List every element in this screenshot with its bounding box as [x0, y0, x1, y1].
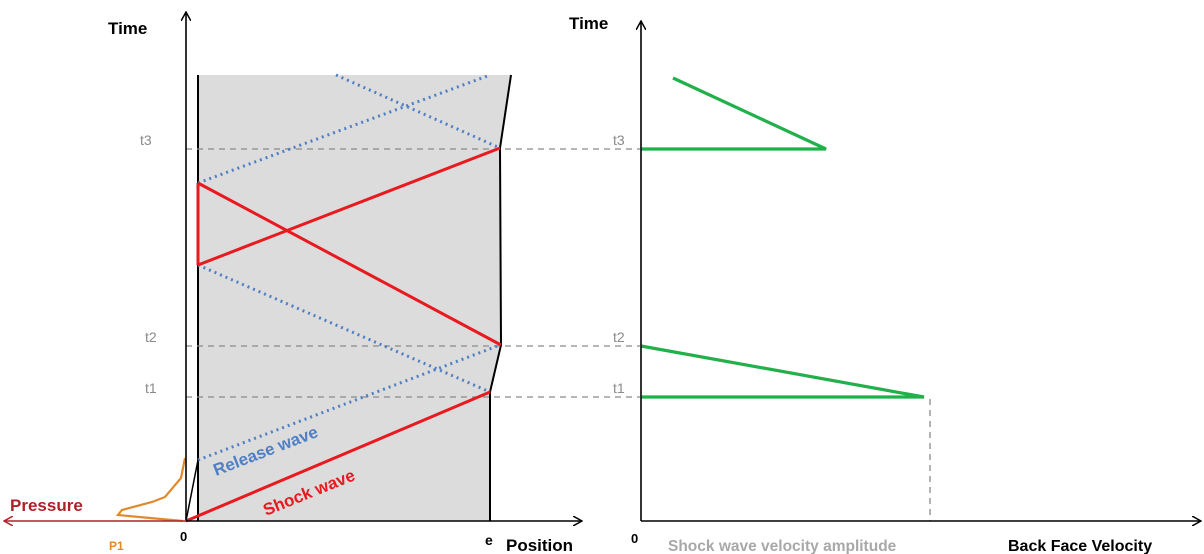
t1-label-left: t1	[145, 380, 157, 396]
t3-label-right: t3	[613, 132, 625, 148]
velocity-axis-label: Back Face Velocity	[1008, 538, 1152, 554]
sample-region	[198, 75, 511, 521]
position-axis-label: Position	[506, 536, 573, 554]
t3-label-left: t3	[140, 132, 152, 148]
velocity-profile	[640, 76, 925, 399]
pulse-label: P1	[109, 539, 124, 553]
t2-label-right: t2	[613, 329, 625, 345]
origin-label-right: 0	[631, 531, 638, 546]
release-wave-3	[197, 73, 491, 185]
shock-waves	[185, 146, 502, 523]
velocity-segment-t1-t2	[640, 344, 925, 399]
shock-wave-3	[197, 181, 502, 347]
origin-label-left: 0	[180, 529, 187, 544]
velocity-segment-t3	[641, 76, 827, 151]
amplitude-label: Shock wave velocity amplitude	[668, 538, 897, 554]
release-waves	[197, 73, 501, 462]
shock-wave-1	[185, 390, 491, 523]
left-panel: Time Position 0 e Pressure P1 t1 t2 t3 R…	[5, 13, 640, 554]
time-axis-label-right: Time	[569, 14, 608, 33]
pressure-label: Pressure	[10, 496, 83, 515]
t1-label-right: t1	[613, 380, 625, 396]
thickness-label: e	[485, 532, 493, 548]
release-wave-2	[197, 263, 491, 394]
time-axis-label-left: Time	[108, 19, 147, 38]
front-face-motion	[185, 459, 199, 522]
right-panel: Time 0 Shock wave velocity amplitude Bac…	[569, 14, 1200, 554]
shock-wave-2	[197, 146, 501, 267]
pressure-pulse-curve	[115, 457, 187, 523]
t2-label-left: t2	[145, 329, 157, 345]
